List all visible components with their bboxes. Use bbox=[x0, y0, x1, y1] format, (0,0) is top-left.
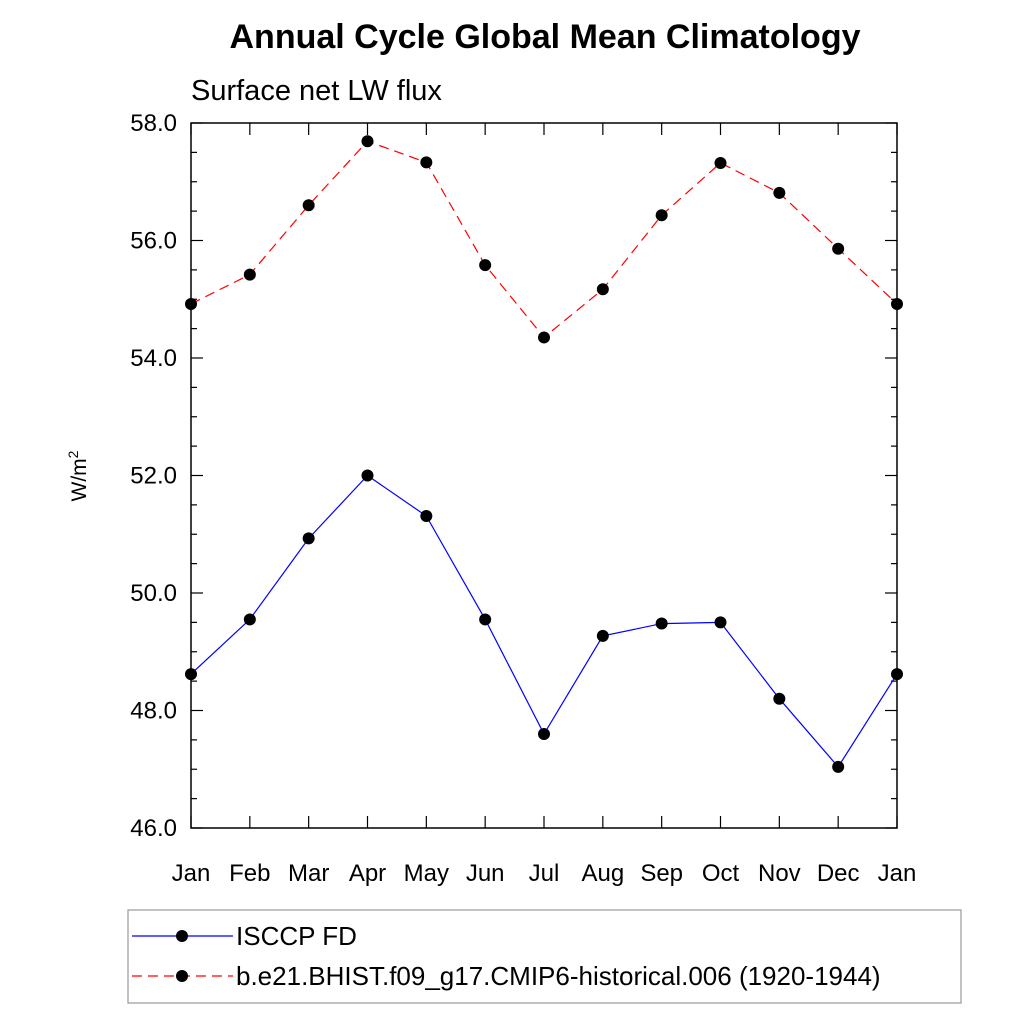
data-point bbox=[891, 668, 903, 681]
x-tick-label: Jan bbox=[878, 860, 917, 887]
x-tick-label: Feb bbox=[229, 860, 270, 887]
x-tick-label: Aug bbox=[581, 860, 624, 887]
y-axis-label-sup: 2 bbox=[65, 450, 81, 458]
legend-marker-isccp bbox=[176, 930, 188, 942]
data-point bbox=[361, 469, 374, 482]
plot-area: 46.0 48.0 50.0 52.0 54.0 56.0 58.0 Jan Feb Mar Ap… bbox=[130, 110, 916, 887]
series-line-1 bbox=[190, 140, 898, 339]
data-point bbox=[420, 156, 433, 169]
x-tick-label: May bbox=[404, 860, 449, 887]
y-tick-label: 52.0 bbox=[130, 463, 177, 490]
legend-box bbox=[127, 909, 962, 1004]
x-tick-label: Mar bbox=[288, 860, 329, 887]
data-point bbox=[596, 629, 609, 642]
legend: ISCCP FD b.e21.BHIST.f09_g17.CMIP6-histo… bbox=[127, 909, 962, 1004]
series-layer bbox=[185, 135, 903, 773]
x-tick-label: Jun bbox=[466, 860, 505, 887]
data-point bbox=[538, 331, 550, 344]
data-point bbox=[185, 668, 197, 681]
data-point bbox=[538, 728, 550, 740]
x-tick-label: Sep bbox=[640, 860, 683, 887]
y-tick-label: 48.0 bbox=[130, 698, 177, 725]
chart-subtitle: Surface net LW flux bbox=[191, 75, 442, 107]
legend-item-isccp: ISCCP FD bbox=[132, 921, 357, 951]
y-tick-label: 46.0 bbox=[130, 815, 177, 842]
y-axis-label-text: W/m bbox=[68, 458, 91, 501]
x-axis-ticks: Jan Feb Mar Apr May Jun Jul Aug Sep Oct Nov Dec Jan bbox=[172, 123, 917, 887]
x-tick-label: Nov bbox=[758, 860, 801, 887]
y-tick-label: 50.0 bbox=[130, 580, 177, 607]
legend-marker-cesm bbox=[176, 970, 188, 982]
data-point bbox=[302, 199, 315, 212]
data-point bbox=[361, 135, 374, 148]
plot-frame bbox=[190, 122, 898, 829]
x-tick-label: Oct bbox=[702, 860, 740, 887]
legend-item-cesm: b.e21.BHIST.f09_g17.CMIP6-historical.006… bbox=[132, 961, 881, 991]
data-point bbox=[655, 209, 668, 222]
data-point bbox=[832, 760, 845, 773]
data-point bbox=[479, 259, 492, 272]
data-point bbox=[302, 532, 315, 545]
y-axis-ticks: 46.0 48.0 50.0 52.0 54.0 56.0 58.0 bbox=[130, 110, 897, 842]
legend-label-cesm: b.e21.BHIST.f09_g17.CMIP6-historical.006… bbox=[236, 961, 881, 991]
x-tick-label: Jan bbox=[172, 860, 211, 887]
data-point bbox=[714, 616, 727, 629]
y-tick-label: 54.0 bbox=[130, 345, 177, 372]
data-point bbox=[185, 297, 197, 310]
data-point bbox=[655, 617, 668, 630]
series-line-0 bbox=[190, 474, 898, 768]
y-tick-label: 58.0 bbox=[130, 110, 177, 137]
data-point bbox=[479, 613, 492, 626]
data-point bbox=[243, 613, 256, 626]
y-tick-label: 56.0 bbox=[130, 228, 177, 255]
y-axis-label: W/m2 bbox=[65, 450, 91, 501]
x-tick-label: Dec bbox=[817, 860, 860, 887]
x-tick-label: Jul bbox=[529, 860, 560, 887]
data-point bbox=[773, 186, 786, 199]
data-point bbox=[596, 283, 609, 296]
data-point bbox=[773, 692, 786, 705]
data-point bbox=[420, 510, 433, 523]
data-point bbox=[714, 156, 727, 169]
data-point bbox=[243, 268, 256, 281]
data-point bbox=[832, 242, 845, 255]
data-point bbox=[891, 297, 903, 310]
x-tick-label: Apr bbox=[349, 860, 386, 887]
chart-title: Annual Cycle Global Mean Climatology bbox=[230, 18, 861, 56]
legend-label-isccp: ISCCP FD bbox=[236, 921, 357, 951]
